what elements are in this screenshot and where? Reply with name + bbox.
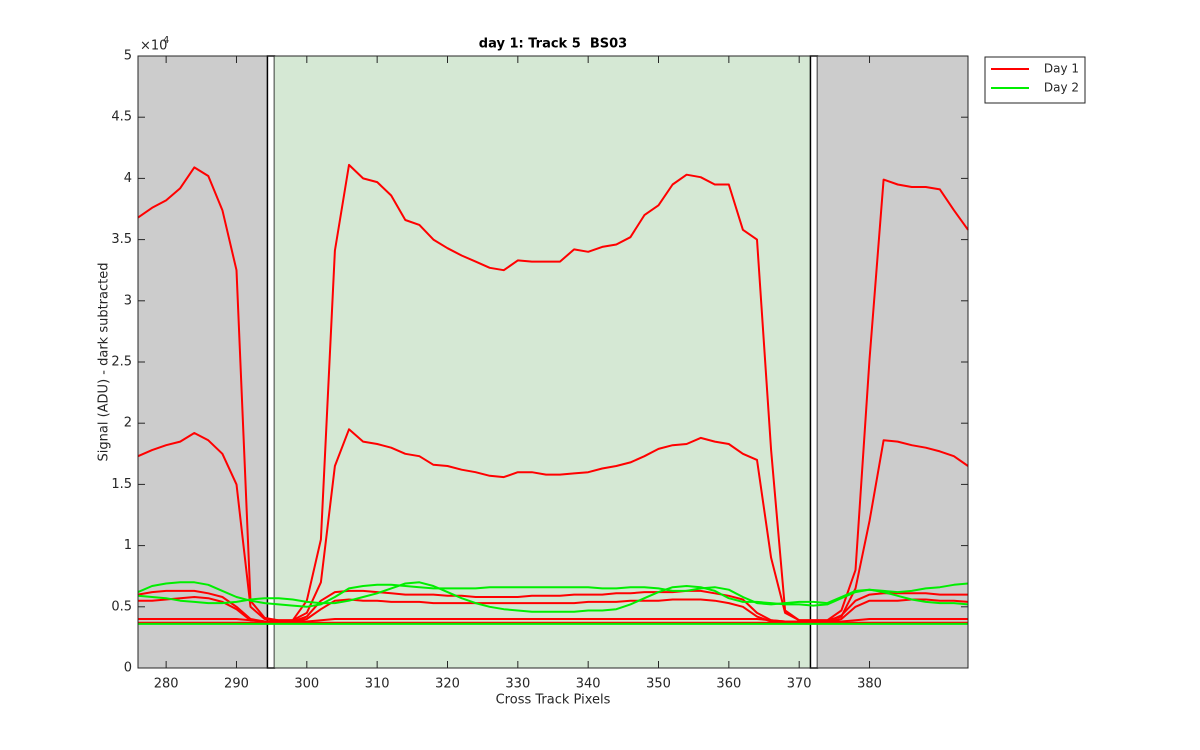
x-tick-label: 330 bbox=[505, 677, 530, 692]
x-tick-label: 320 bbox=[435, 677, 460, 692]
series-line bbox=[137, 581, 969, 608]
region bbox=[809, 55, 819, 669]
region bbox=[817, 56, 968, 668]
y-tick-label: 0 bbox=[124, 661, 132, 676]
regions bbox=[138, 55, 968, 669]
x-tick-label: 350 bbox=[646, 677, 671, 692]
y-tick-label: 2.5 bbox=[111, 355, 132, 370]
y-tick-label: 0.5 bbox=[111, 599, 132, 614]
region bbox=[266, 55, 276, 669]
x-tick-label: 310 bbox=[365, 677, 390, 692]
y-tick-label: 3.5 bbox=[111, 232, 132, 247]
x-axis-label: Cross Track Pixels bbox=[496, 693, 611, 708]
y-multiplier-base: ×10 bbox=[140, 39, 167, 54]
chart-title: day 1: Track 5 BS03 bbox=[479, 37, 627, 52]
y-tick-label: 1 bbox=[124, 538, 132, 553]
legend-label: Day 1 bbox=[1044, 62, 1079, 76]
y-tick-label: 2 bbox=[124, 416, 132, 431]
plot-lines bbox=[137, 163, 969, 625]
y-multiplier-power: 4 bbox=[163, 35, 169, 46]
y-tick-label: 1.5 bbox=[111, 477, 132, 492]
series-line bbox=[138, 618, 968, 623]
x-tick-label: 280 bbox=[154, 677, 179, 692]
legend: Day 1 Day 2 bbox=[984, 56, 1086, 104]
y-tick-label: 5 bbox=[124, 49, 132, 64]
x-tick-label: 290 bbox=[224, 677, 249, 692]
y-tick-label: 4.5 bbox=[111, 110, 132, 125]
y-tick-label: 4 bbox=[124, 171, 132, 186]
y-tick-label: 3 bbox=[124, 293, 132, 308]
x-tick-label: 370 bbox=[787, 677, 812, 692]
series-line bbox=[137, 581, 969, 613]
x-tick-label: 380 bbox=[857, 677, 882, 692]
region bbox=[138, 56, 268, 668]
legend-box bbox=[984, 56, 1086, 104]
legend-label: Day 2 bbox=[1044, 81, 1079, 95]
x-tick-label: 300 bbox=[294, 677, 319, 692]
region bbox=[274, 56, 811, 668]
y-axis-label: Signal (ADU) - dark subtracted bbox=[97, 263, 112, 462]
x-tick-label: 360 bbox=[716, 677, 741, 692]
x-tick-label: 340 bbox=[576, 677, 601, 692]
ticks: 280 290 300 310 320 330 340 350 360 370 380 0 0.5 1 1.… bbox=[111, 49, 968, 692]
